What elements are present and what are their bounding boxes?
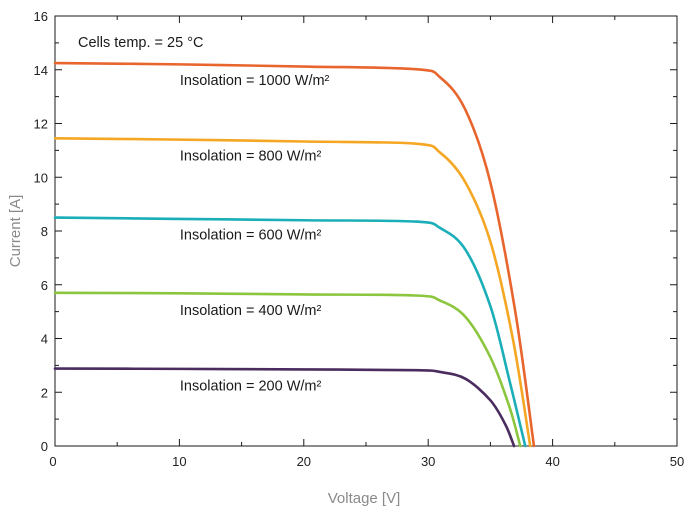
axis-ticks (54, 15, 678, 447)
series-label: Insolation = 800 W/m² (180, 148, 322, 164)
series-line (53, 136, 532, 448)
x-tick-label: 20 (297, 454, 311, 469)
series-line (53, 216, 527, 448)
x-tick-label: 0 (49, 454, 56, 469)
series-labels: Insolation = 1000 W/m² Insolation = 800 W… (180, 73, 330, 395)
y-tick-label: 10 (34, 170, 48, 185)
y-tick-label: 2 (41, 385, 48, 400)
x-tick-label: 50 (670, 454, 684, 469)
series-line (53, 61, 536, 448)
y-tick-label: 0 (41, 439, 48, 454)
x-axis-title: Voltage [V] (328, 490, 401, 507)
series-label: Insolation = 600 W/m² (180, 228, 322, 244)
series-line (53, 291, 522, 448)
y-axis-title: Current [A] (7, 195, 24, 268)
x-tick-label: 40 (545, 454, 559, 469)
temperature-annotation: Cells temp. = 25 °C (78, 35, 203, 51)
plot-area (54, 15, 678, 447)
y-tick-label: 14 (34, 63, 48, 78)
x-tick-label: 30 (421, 454, 435, 469)
series-label: Insolation = 200 W/m² (180, 379, 322, 395)
series-label: Insolation = 1000 W/m² (180, 73, 330, 89)
series-line (53, 367, 516, 448)
y-tick-label: 8 (41, 224, 48, 239)
y-tick-label: 4 (41, 332, 48, 347)
x-tick-label: 10 (172, 454, 186, 469)
axis-tick-labels: 0 10 20 30 40 50 0 2 4 6 8 10 12 14 16 (34, 9, 685, 469)
series-label: Insolation = 400 W/m² (180, 303, 322, 319)
y-tick-label: 12 (34, 117, 48, 132)
series-lines (53, 61, 536, 448)
y-tick-label: 6 (41, 278, 48, 293)
y-tick-label: 16 (34, 9, 48, 24)
